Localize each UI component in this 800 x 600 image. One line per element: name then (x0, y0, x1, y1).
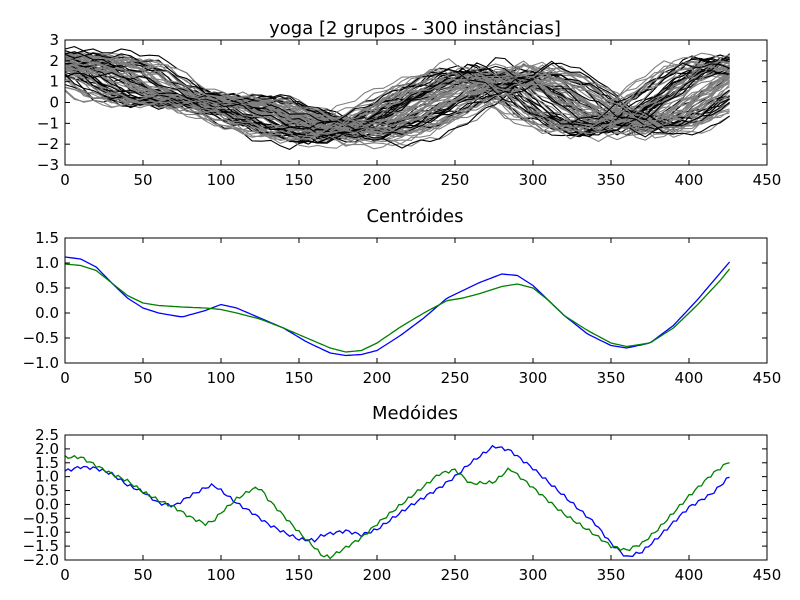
y-tick-label: 0.0 (35, 495, 59, 513)
x-tick-label: 150 (285, 566, 314, 584)
y-tick-label: −1.5 (23, 537, 59, 555)
y-tick-label: 0 (49, 94, 59, 112)
x-tick-label: 50 (133, 171, 152, 189)
y-tick-label: 2.0 (35, 440, 59, 458)
instance-line (65, 64, 730, 134)
panel-yoga: 0 50 100 150 200 250 300 350 400 450 −3 −2 −1 0 1 2 3 (37, 31, 781, 189)
x-tick-label: 50 (133, 566, 152, 584)
blue-series-line (65, 444, 730, 557)
x-tick-label: 350 (597, 566, 626, 584)
blue-series-line (65, 256, 731, 357)
axes-frame-medoides (64, 434, 768, 561)
instance-line (65, 67, 730, 138)
y-tick-label: −2.0 (23, 551, 59, 569)
x-tick-label: 300 (519, 369, 548, 387)
y-tick-label: −0.5 (23, 509, 59, 527)
y-tick-label: 0.5 (35, 279, 59, 297)
x-tick-label: 300 (519, 171, 548, 189)
x-tick-label: 200 (363, 369, 392, 387)
instance-line (65, 54, 730, 150)
y-tick-label: 1 (49, 73, 59, 91)
y-tick-label: −1.0 (23, 523, 59, 541)
y-tick-label: 0.5 (35, 482, 59, 500)
x-tick-label: 150 (285, 369, 314, 387)
axes-frame-centroides (64, 237, 768, 364)
y-tick-label: −0.5 (23, 329, 59, 347)
green-series-line (65, 454, 730, 560)
x-tick-label: 250 (441, 369, 470, 387)
x-tick-label: 350 (597, 171, 626, 189)
x-tick-label: 50 (133, 369, 152, 387)
instance-line (65, 52, 730, 141)
instance-line (65, 65, 730, 140)
plot-area-yoga (65, 46, 731, 151)
x-tick-label: 400 (675, 369, 704, 387)
x-tick-label: 200 (363, 566, 392, 584)
panel-centroides: 0 50 100 150 200 250 300 350 400 450 −1.0 −0.5 0.0 0.… (23, 229, 782, 387)
chart-title-yoga: yoga [2 grupos - 300 instâncias] (269, 18, 561, 39)
instance-line (65, 55, 730, 137)
y-tick-label: 1.0 (35, 254, 59, 272)
y-tick-label: 2.5 (35, 426, 59, 444)
chart-title-centroides: Centróides (366, 206, 463, 227)
green-series-line (65, 263, 731, 353)
plot-area-centroides (65, 256, 731, 357)
instance-line (65, 64, 730, 134)
x-tick-label: 0 (60, 566, 70, 584)
y-tick-label: −1.0 (23, 354, 59, 372)
instance-line (65, 64, 730, 132)
x-tick-label: 450 (753, 171, 782, 189)
x-tick-label: 250 (441, 566, 470, 584)
x-tick-label: 200 (363, 171, 392, 189)
x-tick-label: 150 (285, 171, 314, 189)
x-tick-label: 0 (60, 369, 70, 387)
y-tick-label: 1.5 (35, 229, 59, 247)
x-tick-label: 400 (675, 171, 704, 189)
instance-line (65, 69, 730, 136)
x-tick-label: 350 (597, 369, 626, 387)
y-tick-label: 1.5 (35, 454, 59, 472)
instance-line (65, 51, 730, 137)
y-tick-label: 0.0 (35, 304, 59, 322)
y-tick-label: −3 (37, 156, 59, 174)
y-tick-label: −1 (37, 114, 59, 132)
x-tick-label: 0 (60, 171, 70, 189)
plot-area-medoides (65, 444, 730, 560)
x-tick-label: 100 (207, 171, 236, 189)
instance-line (65, 62, 730, 130)
x-tick-label: 100 (207, 369, 236, 387)
instance-line (65, 61, 730, 127)
x-tick-label: 400 (675, 566, 704, 584)
y-tick-label: 2 (49, 52, 59, 70)
y-tick-label: 3 (49, 31, 59, 49)
instance-line (65, 72, 730, 134)
panel-medoides: 0 50 100 150 200 250 300 350 400 450 −2.0−1.5−1.0−… (23, 426, 782, 584)
x-tick-label: 300 (519, 566, 548, 584)
y-tick-label: 1.0 (35, 468, 59, 486)
chart-title-medoides: Medóides (372, 403, 458, 424)
x-tick-label: 250 (441, 171, 470, 189)
y-tick-label: −2 (37, 135, 59, 153)
x-tick-label: 450 (753, 566, 782, 584)
instance-line (65, 60, 730, 138)
x-tick-label: 100 (207, 566, 236, 584)
x-tick-label: 450 (753, 369, 782, 387)
